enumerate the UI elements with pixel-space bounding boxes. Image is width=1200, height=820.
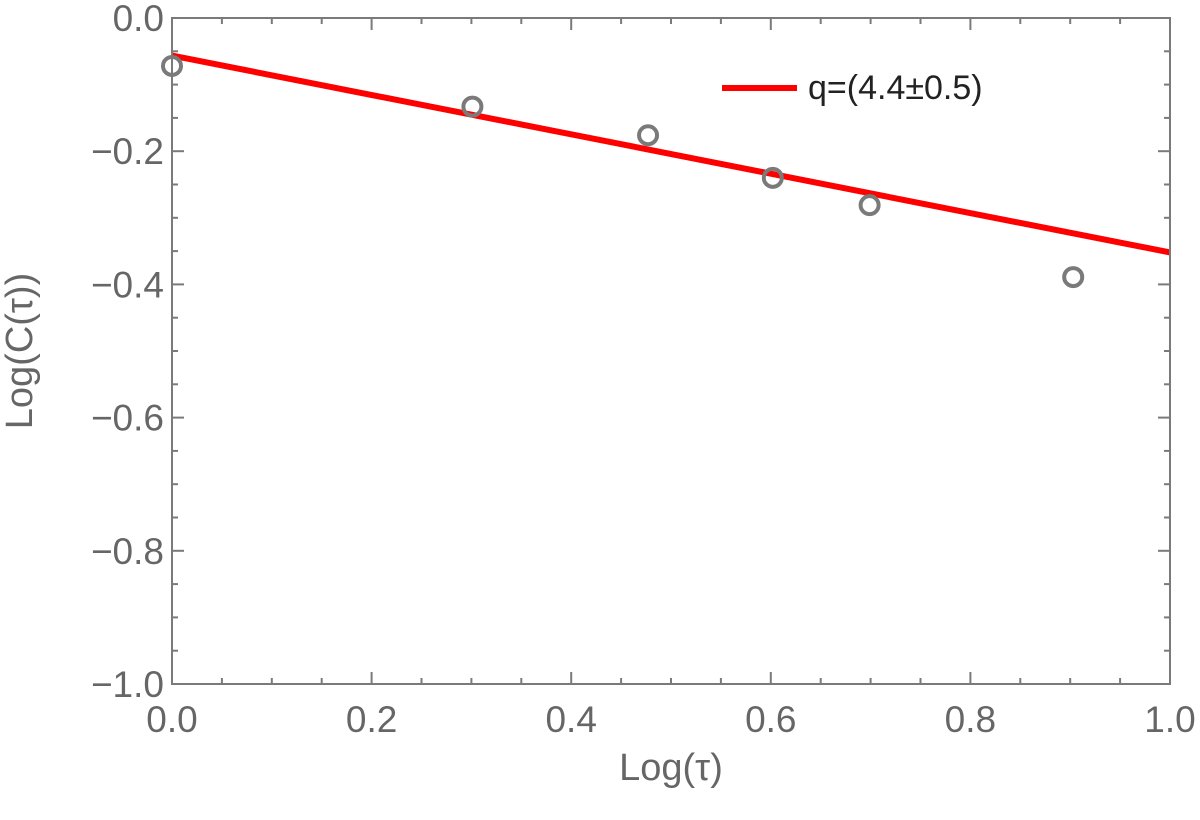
x-tick-label: 1.0 bbox=[1144, 699, 1195, 740]
y-tick-label: −0.4 bbox=[91, 264, 164, 305]
x-tick-label: 0.0 bbox=[146, 699, 197, 740]
y-tick-label: 0.0 bbox=[113, 0, 164, 39]
y-tick-label: −0.2 bbox=[91, 131, 164, 172]
fit-line bbox=[172, 52, 1170, 256]
x-axis-title: Log(τ) bbox=[619, 747, 723, 789]
data-point bbox=[637, 124, 660, 147]
plot-area bbox=[161, 52, 1170, 289]
y-tick-label: −1.0 bbox=[91, 664, 164, 705]
x-tick-label: 0.6 bbox=[745, 699, 796, 740]
tick-labels: 0.0 0.2 0.4 0.6 0.8 1.0 0.0 −0.2 −0.4 −0.6 −0.8 −1.… bbox=[91, 0, 1196, 740]
data-point bbox=[858, 194, 881, 217]
y-tick-label: −0.6 bbox=[91, 398, 164, 439]
x-tick-label: 0.8 bbox=[945, 699, 996, 740]
data-point bbox=[1062, 266, 1085, 289]
x-tick-label: 0.2 bbox=[346, 699, 397, 740]
fit-line-group bbox=[172, 52, 1170, 256]
data-point bbox=[461, 95, 484, 118]
y-axis-title: Log(C(τ)) bbox=[0, 273, 41, 429]
y-tick-label: −0.8 bbox=[91, 531, 164, 572]
x-tick-label: 0.4 bbox=[545, 699, 596, 740]
legend: q=(4.4±0.5) bbox=[722, 69, 983, 107]
plot-frame bbox=[171, 17, 1171, 685]
legend-label: q=(4.4±0.5) bbox=[808, 69, 983, 107]
data-point bbox=[761, 166, 784, 189]
